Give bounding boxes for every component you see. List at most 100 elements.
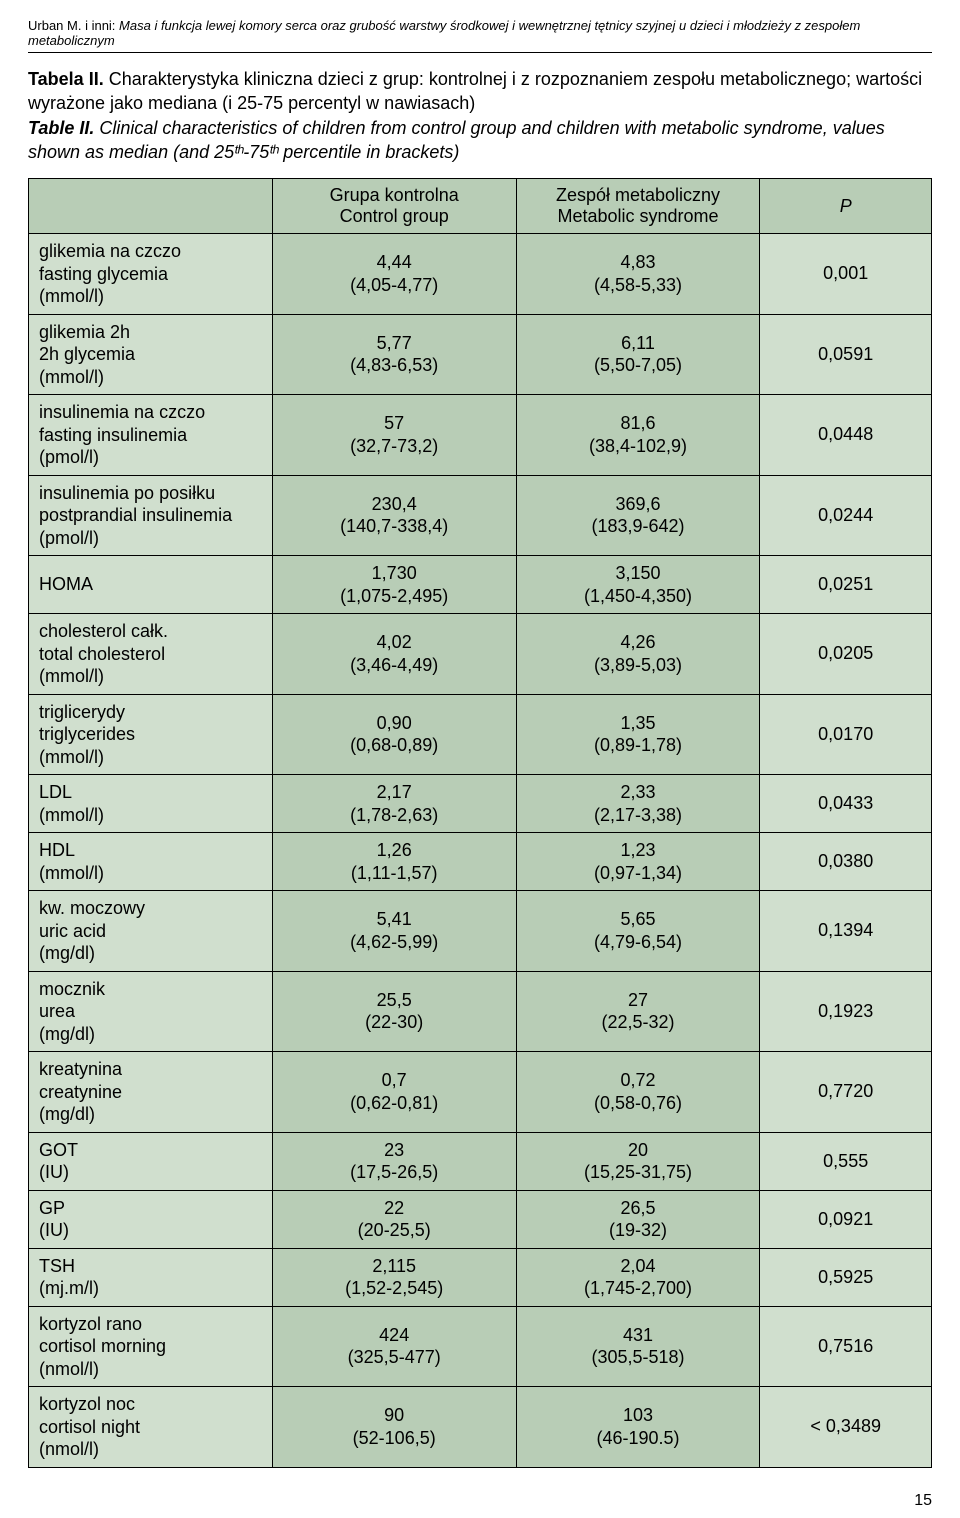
metabolic-median: 5,65 — [527, 908, 750, 931]
metabolic-value-cell: 4,83(4,58-5,33) — [516, 234, 760, 315]
metabolic-range: (3,89-5,03) — [527, 654, 750, 677]
metabolic-range: (2,17-3,38) — [527, 804, 750, 827]
p-value-cell: 0,5925 — [760, 1248, 932, 1306]
param-cell: insulinemia po posiłkupostprandial insul… — [29, 475, 273, 556]
param-line3: (nmol/l) — [39, 1439, 99, 1459]
metabolic-value-cell: 103(46-190.5) — [516, 1387, 760, 1468]
metabolic-value-cell: 2,33(2,17-3,38) — [516, 775, 760, 833]
table-row: TSH(mj.m/l)2,115(1,52-2,545)2,04(1,745-2… — [29, 1248, 932, 1306]
control-range: (0,68-0,89) — [283, 734, 506, 757]
running-head: Urban M. i inni: Masa i funkcja lewej ko… — [28, 18, 932, 53]
metabolic-range: (4,79-6,54) — [527, 931, 750, 954]
metabolic-median: 6,11 — [527, 332, 750, 355]
metabolic-median: 3,150 — [527, 562, 750, 585]
param-line1: kw. moczowy — [39, 898, 145, 918]
head-ms-line1: Zespół metaboliczny — [556, 185, 720, 205]
param-cell: HOMA — [29, 556, 273, 614]
param-line3: (mg/dl) — [39, 1024, 95, 1044]
param-cell: glikemia na czczofasting glycemia(mmol/l… — [29, 234, 273, 315]
control-median: 4,44 — [283, 251, 506, 274]
table-row: kortyzol noccortisol night(nmol/l)90(52-… — [29, 1387, 932, 1468]
control-value-cell: 23(17,5-26,5) — [272, 1132, 516, 1190]
metabolic-value-cell: 27(22,5-32) — [516, 971, 760, 1052]
head-p: P — [760, 179, 932, 234]
param-line1: HDL — [39, 840, 75, 860]
metabolic-median: 1,23 — [527, 839, 750, 862]
control-median: 2,115 — [283, 1255, 506, 1278]
control-range: (4,62-5,99) — [283, 931, 506, 954]
table-row: mocznikurea(mg/dl)25,5(22-30)27(22,5-32)… — [29, 971, 932, 1052]
head-control-line2: Control group — [340, 206, 449, 226]
metabolic-value-cell: 5,65(4,79-6,54) — [516, 891, 760, 972]
p-value-cell: 0,0380 — [760, 833, 932, 891]
control-value-cell: 1,730(1,075-2,495) — [272, 556, 516, 614]
param-line2: uric acid — [39, 921, 106, 941]
p-value-cell: 0,1923 — [760, 971, 932, 1052]
metabolic-median: 2,04 — [527, 1255, 750, 1278]
param-cell: LDL(mmol/l) — [29, 775, 273, 833]
param-line1: insulinemia po posiłku — [39, 483, 215, 503]
control-median: 25,5 — [283, 989, 506, 1012]
param-line2: (mmol/l) — [39, 863, 104, 883]
param-line1: TSH — [39, 1256, 75, 1276]
head-ms-line2: Metabolic syndrome — [557, 206, 718, 226]
param-line2: cortisol morning — [39, 1336, 166, 1356]
control-median: 230,4 — [283, 493, 506, 516]
param-line1: kortyzol noc — [39, 1394, 135, 1414]
metabolic-value-cell: 1,23(0,97-1,34) — [516, 833, 760, 891]
metabolic-median: 26,5 — [527, 1197, 750, 1220]
p-value-cell: 0,0433 — [760, 775, 932, 833]
param-line1: cholesterol całk. — [39, 621, 168, 641]
metabolic-median: 0,72 — [527, 1069, 750, 1092]
control-range: (17,5-26,5) — [283, 1161, 506, 1184]
metabolic-range: (19-32) — [527, 1219, 750, 1242]
param-cell: triglicerydytriglycerides(mmol/l) — [29, 694, 273, 775]
control-value-cell: 230,4(140,7-338,4) — [272, 475, 516, 556]
control-value-cell: 4,44(4,05-4,77) — [272, 234, 516, 315]
table-row: kortyzol ranocortisol morning(nmol/l)424… — [29, 1306, 932, 1387]
param-line1: GOT — [39, 1140, 78, 1160]
param-line2: cortisol night — [39, 1417, 140, 1437]
metabolic-range: (183,9-642) — [527, 515, 750, 538]
metabolic-value-cell: 3,150(1,450-4,350) — [516, 556, 760, 614]
metabolic-value-cell: 1,35(0,89-1,78) — [516, 694, 760, 775]
table-row: kreatyninacreatynine(mg/dl)0,7(0,62-0,81… — [29, 1052, 932, 1133]
param-cell: glikemia 2h2h glycemia(mmol/l) — [29, 314, 273, 395]
metabolic-range: (4,58-5,33) — [527, 274, 750, 297]
control-median: 0,7 — [283, 1069, 506, 1092]
metabolic-range: (15,25-31,75) — [527, 1161, 750, 1184]
control-median: 4,02 — [283, 631, 506, 654]
metabolic-median: 4,26 — [527, 631, 750, 654]
table-row: insulinemia po posiłkupostprandial insul… — [29, 475, 932, 556]
table-row: triglicerydytriglycerides(mmol/l)0,90(0,… — [29, 694, 932, 775]
param-line1: triglicerydy — [39, 702, 125, 722]
caption-en-num: Table II. — [28, 118, 94, 138]
control-range: (0,62-0,81) — [283, 1092, 506, 1115]
param-line3: (mmol/l) — [39, 747, 104, 767]
table-row: insulinemia na czczofasting insulinemia(… — [29, 395, 932, 476]
p-value-cell: 0,7720 — [760, 1052, 932, 1133]
metabolic-range: (1,450-4,350) — [527, 585, 750, 608]
param-cell: insulinemia na czczofasting insulinemia(… — [29, 395, 273, 476]
p-value-cell: 0,1394 — [760, 891, 932, 972]
param-cell: kw. moczowyuric acid(mg/dl) — [29, 891, 273, 972]
param-cell: kortyzol noc cortisol night(nmol/l) — [29, 1387, 273, 1468]
metabolic-value-cell: 81,6(38,4-102,9) — [516, 395, 760, 476]
param-line2: (IU) — [39, 1162, 69, 1182]
caption-pl-text: Charakterystyka kliniczna dzieci z grup:… — [28, 69, 922, 113]
control-median: 1,26 — [283, 839, 506, 862]
control-value-cell: 1,26(1,11-1,57) — [272, 833, 516, 891]
control-value-cell: 0,7(0,62-0,81) — [272, 1052, 516, 1133]
control-value-cell: 25,5(22-30) — [272, 971, 516, 1052]
param-line1: kortyzol rano — [39, 1314, 142, 1334]
param-line1: kreatynina — [39, 1059, 122, 1079]
control-median: 57 — [283, 412, 506, 435]
table-head-row: Grupa kontrolna Control group Zespół met… — [29, 179, 932, 234]
param-line1: HOMA — [39, 574, 93, 594]
p-value-cell: 0,0170 — [760, 694, 932, 775]
control-range: (4,05-4,77) — [283, 274, 506, 297]
metabolic-value-cell: 0,72(0,58-0,76) — [516, 1052, 760, 1133]
metabolic-range: (46-190.5) — [527, 1427, 750, 1450]
metabolic-median: 20 — [527, 1139, 750, 1162]
head-empty — [29, 179, 273, 234]
